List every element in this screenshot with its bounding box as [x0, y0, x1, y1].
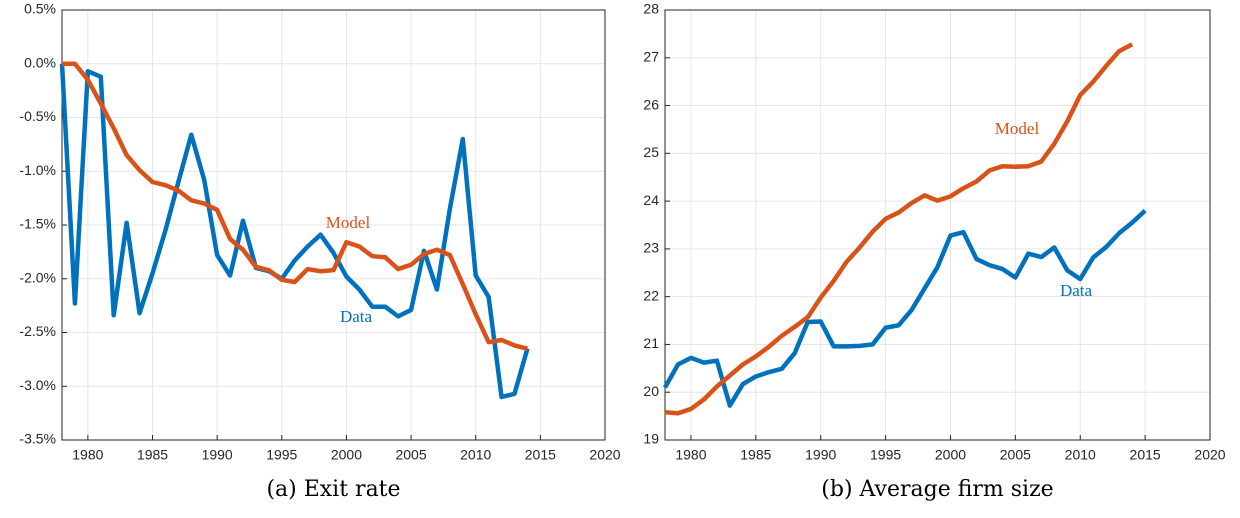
y-tick-label: -3.5%	[19, 431, 56, 447]
x-tick-label: 2015	[1130, 447, 1161, 463]
series-line	[664, 42, 1134, 416]
y-tick-label: 20	[643, 383, 659, 399]
y-tick-label: -2.0%	[19, 269, 56, 285]
axes-frame	[61, 9, 606, 441]
x-tick-label: 2020	[1194, 447, 1225, 463]
series-line	[62, 61, 528, 351]
x-tick-label: 1980	[675, 447, 706, 463]
x-tick-label: 2000	[935, 447, 966, 463]
y-tick-label: 27	[643, 48, 659, 64]
x-tick-label: 1995	[266, 447, 297, 463]
series-label: Model	[326, 213, 371, 232]
series-label: Data	[340, 307, 373, 326]
x-tick-label: 2010	[1065, 447, 1096, 463]
x-tick-label: 1985	[740, 447, 771, 463]
y-tick-label: 0.5%	[24, 1, 56, 17]
x-tick-label: 2020	[589, 447, 620, 463]
x-tick-label: 2000	[331, 447, 362, 463]
y-tick-label: 22	[643, 287, 659, 303]
caption: (b) Average firm size	[821, 477, 1053, 502]
y-tick-label: -2.5%	[19, 323, 56, 339]
y-tick-label: -3.0%	[19, 377, 56, 393]
x-tick-label: 2015	[525, 447, 556, 463]
y-tick-label: 25	[643, 144, 659, 160]
y-tick-label: -1.0%	[19, 162, 56, 178]
y-tick-label: 28	[643, 1, 659, 17]
x-tick-label: 1990	[805, 447, 836, 463]
series-line	[59, 63, 530, 400]
series-label: Data	[1060, 281, 1093, 300]
series-label: Model	[995, 119, 1040, 138]
x-tick-label: 1990	[202, 447, 233, 463]
axes-frame	[664, 9, 1211, 441]
y-tick-label: -1.5%	[19, 216, 56, 232]
series-line	[663, 209, 1147, 408]
y-tick-label: 26	[643, 96, 659, 112]
x-tick-label: 2005	[395, 447, 426, 463]
y-tick-label: -0.5%	[19, 108, 56, 124]
y-tick-label: 23	[643, 240, 659, 256]
y-tick-label: 0.0%	[24, 54, 56, 70]
x-tick-label: 2010	[460, 447, 491, 463]
x-tick-label: 2005	[1000, 447, 1031, 463]
caption: (a) Exit rate	[266, 477, 400, 502]
y-tick-label: 21	[643, 335, 659, 351]
y-tick-label: 19	[643, 431, 659, 447]
x-tick-label: 1980	[72, 447, 103, 463]
y-tick-label: 24	[643, 192, 659, 208]
x-tick-label: 1985	[137, 447, 168, 463]
x-tick-label: 1995	[870, 447, 901, 463]
